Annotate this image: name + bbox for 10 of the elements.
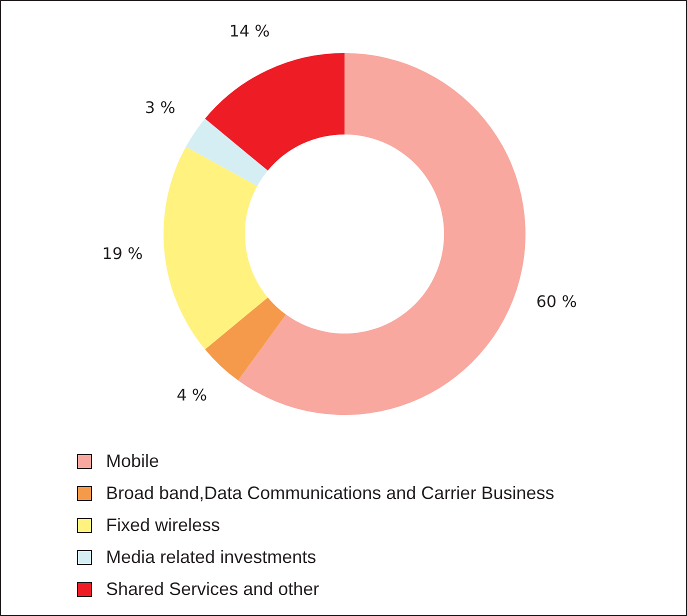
data-label: 60 % xyxy=(536,292,577,312)
data-label: 4 % xyxy=(176,386,208,405)
legend-label: Fixed wireless xyxy=(106,514,220,536)
data-label: 3 % xyxy=(144,98,176,117)
legend-label: Media related investments xyxy=(106,546,316,568)
legend-label: Mobile xyxy=(106,450,160,472)
data-label: 14 % xyxy=(229,21,270,40)
data-label: 19 % xyxy=(102,244,143,264)
legend-label: Broad band,Data Communications and Carrier Business xyxy=(106,482,554,504)
legend-label: Shared Services and other xyxy=(106,578,320,600)
